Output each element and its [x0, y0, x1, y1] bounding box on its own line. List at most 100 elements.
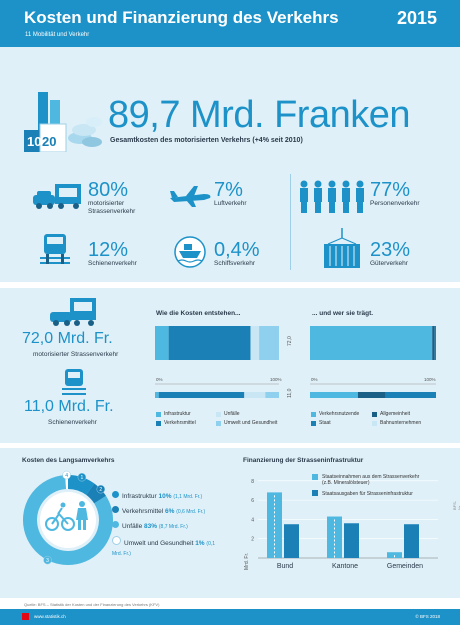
payer-road-segment-0 — [310, 326, 433, 360]
payer-axis-start: 0% — [311, 377, 318, 382]
slow-item-2: Verkehrsmittel 6% (0,6 Mrd. Fr.) — [112, 506, 205, 515]
share-air-pct: 7% — [214, 179, 243, 201]
origin-axis-start: 0% — [156, 377, 163, 382]
slow-traffic-title: Kosten des Langsamverkehrs — [22, 457, 115, 464]
slow-item-3: Unfälle 83% (8,7 Mrd. Fr.) — [112, 521, 188, 530]
share-road: 80% motorisierter Strassenverkehr — [88, 180, 146, 216]
donut-segment-2 — [85, 483, 106, 504]
share-air: 7% Luftverkehr — [214, 180, 247, 208]
share-passenger: 77% Personenverkehr — [370, 180, 420, 208]
y-tick-label: 8 — [251, 479, 254, 485]
bar-gemeinden-expense — [404, 524, 419, 558]
donut-marker-4 — [62, 470, 71, 480]
donut-marker-2 — [96, 484, 106, 494]
origin-road-segment-3 — [259, 326, 279, 360]
slow-traffic-donut: 1 2 3 4 — [23, 470, 113, 565]
share-freight: 23% Güterverkehr — [370, 240, 410, 268]
legend-item: Bahnunternehmen — [372, 420, 421, 426]
payer-road-segment-1 — [432, 326, 435, 360]
divider — [290, 174, 291, 270]
payer-axis-end: 100% — [424, 377, 436, 382]
origin-rail-segment-3 — [265, 392, 279, 398]
bar-gemeinden-revenue — [387, 552, 402, 558]
y-tick-label: 2 — [251, 537, 254, 543]
legend-revenue-line2: (z.B. Mineralölsteuer) — [322, 480, 370, 486]
donut-segment-3 — [23, 475, 113, 565]
share-freight-pct: 23% — [370, 239, 411, 261]
share-ship-pct: 0,4% — [214, 239, 260, 261]
share-rail-label: Schienenverkehr — [88, 260, 137, 267]
year-label: 2015 — [396, 8, 437, 28]
legend-expense: Staatsausgaben für Strasseninfrastruktur — [322, 491, 413, 497]
share-road-pct: 80% — [88, 179, 129, 201]
legend-item: Allgemeinheit — [372, 411, 410, 417]
source-note: Quelle: BFS – Statistik der Kosten und d… — [24, 602, 160, 607]
donut-marker-label-2: 2 — [99, 487, 102, 493]
y-tick-label: 4 — [251, 517, 254, 523]
slow-item-1: Infrastruktur 10% (1,1 Mrd. Fr.) — [112, 491, 202, 500]
footer-bar: www.statistik.ch © BFS 2018 — [0, 609, 460, 625]
side-note: BFS-Nr. 1063-1500 — [452, 500, 460, 510]
origin-road-bar — [155, 326, 279, 360]
financing-chart: 2 4 6 8 Bund Kantone Gemeinden Mrd. Fr. Staat… — [244, 474, 438, 570]
share-rail-pct: 12% — [88, 239, 129, 261]
financing-chart-title: Finanzierung der Strasseninfrastruktur — [243, 457, 364, 464]
overview-band — [0, 47, 460, 282]
footer-copyright: © BFS 2018 — [415, 614, 440, 619]
origin-road-total: 72,0 — [287, 336, 293, 346]
share-passenger-pct: 77% — [370, 179, 411, 201]
rail-total-value: 11,0 Mrd. Fr. — [24, 398, 114, 415]
share-road-label: motorisierter Strassenverkehr — [88, 200, 136, 215]
financing-legend: Staatseinnahmen aus dem Strassenverkehr … — [312, 474, 420, 497]
footer-url[interactable]: www.statistik.ch — [34, 614, 66, 619]
x-category-label: Gemeinden — [387, 563, 423, 570]
total-cost-value: 89,7 Mrd. Franken — [108, 94, 410, 136]
share-ship-label: Schiffsverkehr — [214, 260, 256, 267]
payer-road-segment-2 — [434, 326, 436, 360]
origin-rail-total: 11,0 — [287, 388, 293, 398]
legend-item: Infrastruktur — [156, 411, 191, 417]
payer-rail-segment-0 — [310, 392, 358, 398]
legend-item: Verkehrsnutzende — [311, 411, 359, 417]
cyclist-pedestrian-icon — [45, 501, 88, 531]
origin-axis-end: 100% — [270, 377, 282, 382]
legend-item: Unfälle — [216, 411, 240, 417]
origin-rail-segment-0 — [155, 392, 159, 398]
road-total-value: 72,0 Mrd. Fr. — [22, 330, 113, 347]
donut-marker-1 — [77, 472, 87, 482]
payer-chart — [310, 326, 436, 398]
legend-item: Staat — [311, 420, 331, 426]
origin-rail-segment-1 — [158, 392, 245, 398]
train-icon — [40, 234, 70, 264]
origin-road-segment-1 — [168, 326, 251, 360]
road-total-caption: motorisierter Strassenverkehr — [33, 351, 119, 358]
bar-bund-expense — [284, 524, 299, 558]
payer-rail-segment-2 — [385, 392, 436, 398]
legend-swatch-expense — [312, 490, 318, 496]
container-icon — [324, 228, 360, 268]
bar-kantone-expense — [344, 523, 359, 558]
swiss-flag-icon — [22, 613, 29, 620]
ship-icon — [174, 236, 206, 268]
share-ship: 0,4% Schiffsverkehr — [214, 240, 260, 268]
car-truck-icon — [33, 184, 81, 209]
financing-ylabel: Mrd. Fr. — [244, 553, 250, 570]
legend-swatch-revenue — [312, 474, 318, 480]
legend-revenue-line1: Staatseinnahmen aus dem Strassenverkehr — [322, 474, 420, 480]
share-passenger-label: Personenverkehr — [370, 200, 420, 207]
airplane-icon — [170, 186, 211, 207]
origin-road-segment-0 — [155, 326, 169, 360]
origin-rail-bar — [155, 392, 279, 398]
header-bar: Kosten und Finanzierung des Verkehrs 11 … — [0, 0, 460, 47]
legend-item: Umwelt und Gesundheit — [216, 420, 277, 426]
payer-rail-bar — [310, 392, 436, 398]
payer-rail-segment-1 — [357, 392, 386, 398]
rail-total-caption: Schienenverkehr — [48, 419, 97, 426]
donut-marker-label-1: 1 — [81, 475, 84, 481]
origin-chart: 72,0 11,0 — [155, 326, 293, 398]
coin-label-10: 10 — [27, 134, 41, 149]
people-icon — [300, 180, 364, 213]
x-category-label: Kantone — [332, 563, 358, 570]
page-subtitle: 11 Mobilität und Verkehr — [25, 32, 90, 38]
